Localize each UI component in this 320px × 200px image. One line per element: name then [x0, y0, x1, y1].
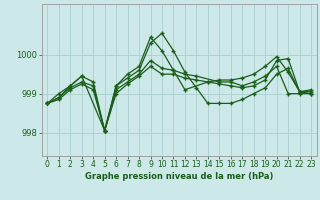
X-axis label: Graphe pression niveau de la mer (hPa): Graphe pression niveau de la mer (hPa) — [85, 172, 273, 181]
